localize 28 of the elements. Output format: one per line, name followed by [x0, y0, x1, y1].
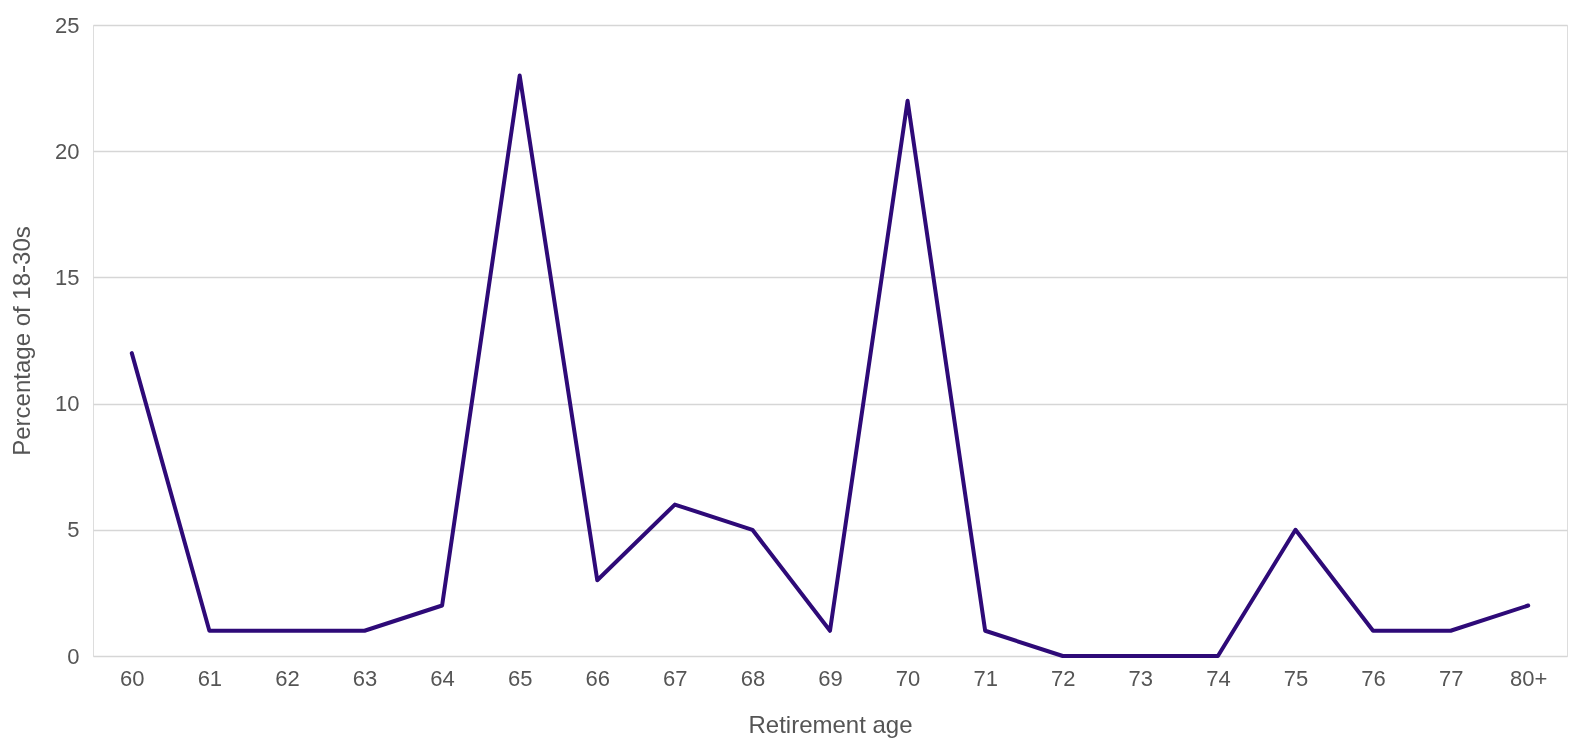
y-tick-label: 10	[55, 391, 80, 417]
x-axis-title: Retirement age	[748, 710, 913, 738]
x-tick-label: 65	[507, 665, 533, 691]
y-tick-label: 25	[55, 12, 80, 38]
x-tick-label: 63	[352, 665, 378, 691]
x-tick-label: 67	[663, 665, 688, 691]
x-tick-label: 64	[430, 665, 455, 691]
y-tick-label: 20	[55, 138, 80, 164]
y-axis-title: Percentage of 18-30s	[8, 226, 36, 456]
x-tick-label: 80+	[1510, 665, 1548, 691]
x-tick-label: 70	[895, 665, 921, 691]
x-tick-label: 73	[1128, 665, 1154, 691]
x-tick-label: 71	[973, 665, 998, 691]
x-tick-label: 76	[1361, 665, 1386, 691]
x-tick-label: 69	[818, 665, 843, 691]
x-tick-label: 75	[1283, 665, 1309, 691]
x-tick-label: 66	[585, 665, 611, 691]
x-tick-label: 77	[1438, 665, 1464, 691]
x-tick-label: 68	[740, 665, 766, 691]
x-tick-label: 60	[120, 665, 145, 691]
x-tick-label: 72	[1050, 665, 1076, 691]
y-tick-label: 15	[55, 264, 80, 290]
line-series	[129, 73, 1531, 658]
y-tick-label: 0	[67, 643, 80, 669]
x-tick-label: 74	[1206, 665, 1231, 691]
x-tick-label: 62	[275, 665, 300, 691]
y-tick-label: 5	[67, 517, 80, 543]
x-tick-label: 61	[197, 665, 223, 691]
